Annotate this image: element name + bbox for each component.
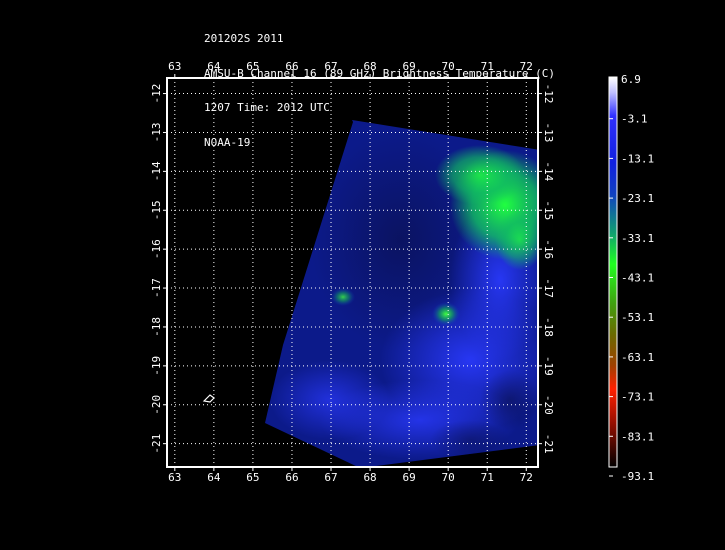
lat-label-left: -12	[150, 84, 163, 104]
title-storm-id: 201202S 2011	[204, 32, 284, 45]
lon-label-top: 68	[363, 60, 376, 73]
color-bar-label: -3.1	[621, 113, 648, 126]
lat-label-right: -13	[542, 123, 555, 143]
lon-label-bottom: 65	[246, 471, 259, 484]
title-time: 1207 Time: 2012 UTC	[204, 101, 330, 114]
axis-labels: 63 63 64 64 65 65 66 66 67 67 68 68 69 69 70 70 71 71 72 72…	[150, 60, 555, 484]
lon-label-bottom: 64	[207, 471, 221, 484]
lon-label-top: 65	[246, 60, 259, 73]
swath-imagery	[265, 120, 538, 467]
lat-label-left: -14	[150, 161, 163, 181]
lat-label-left: -15	[150, 200, 163, 220]
lon-label-top: 66	[285, 60, 298, 73]
lon-label-top: 72	[520, 60, 533, 73]
lon-label-bottom: 71	[481, 471, 494, 484]
color-bar-label: -63.1	[621, 351, 654, 364]
color-bar-label: -43.1	[621, 272, 654, 285]
lon-label-top: 67	[324, 60, 337, 73]
lon-label-bottom: 63	[168, 471, 181, 484]
color-bar: 6.9 -3.1 -13.1 -23.1 -33.1 -43.1 -53.1 -63.1 -73…	[608, 73, 654, 483]
lat-label-left: -13	[150, 123, 163, 143]
color-bar-scale	[608, 76, 618, 468]
lat-label-right: -16	[542, 239, 555, 259]
lon-label-top: 69	[403, 60, 416, 73]
color-bar-label: -83.1	[621, 430, 654, 443]
lat-label-left: -16	[150, 239, 163, 259]
lon-label-bottom: 69	[403, 471, 416, 484]
lat-label-left: -19	[150, 356, 163, 376]
lat-label-right: -21	[542, 434, 555, 454]
lat-label-left: -17	[150, 278, 163, 298]
lat-label-right: -19	[542, 356, 555, 376]
lat-label-right: -12	[542, 84, 555, 104]
lat-label-right: -17	[542, 278, 555, 298]
image-title: 201202S 2011 AMSU-B Channel 16 (89 GHz) …	[204, 10, 555, 160]
title-satellite: NOAA-19	[204, 135, 251, 149]
lon-label-top: 63	[168, 60, 181, 73]
lon-label-bottom: 72	[520, 471, 533, 484]
lon-label-bottom: 70	[442, 471, 455, 484]
color-bar-label: 6.9	[621, 73, 641, 86]
color-bar-label: -23.1	[621, 192, 654, 205]
lat-label-right: -15	[542, 200, 555, 220]
lon-label-bottom: 66	[285, 471, 298, 484]
lon-label-top: 71	[481, 60, 494, 73]
color-bar-label: -73.1	[621, 391, 654, 404]
color-bar-label: -53.1	[621, 311, 654, 324]
lat-label-left: -20	[150, 395, 163, 415]
lon-label-bottom: 68	[363, 471, 376, 484]
lon-label-top: 70	[442, 60, 455, 73]
lat-label-right: -14	[542, 161, 555, 181]
graticule	[163, 74, 542, 471]
color-bar-label: -93.1	[621, 470, 654, 483]
lon-label-bottom: 67	[324, 471, 337, 484]
color-bar-labels: 6.9 -3.1 -13.1 -23.1 -33.1 -43.1 -53.1 -63.1 -73…	[609, 73, 654, 483]
lat-label-left: -18	[150, 317, 163, 337]
title-instrument: AMSU-B Channel 16 (89 GHz) Brightness Te…	[204, 66, 555, 80]
island-coastline	[202, 394, 215, 403]
map-frame	[166, 77, 539, 468]
lat-label-right: -18	[542, 317, 555, 337]
lat-label-right: -20	[542, 395, 555, 415]
color-bar-label: -13.1	[621, 152, 654, 165]
lat-label-left: -21	[150, 434, 163, 454]
lon-label-top: 64	[207, 60, 221, 73]
color-bar-label: -33.1	[621, 232, 654, 245]
